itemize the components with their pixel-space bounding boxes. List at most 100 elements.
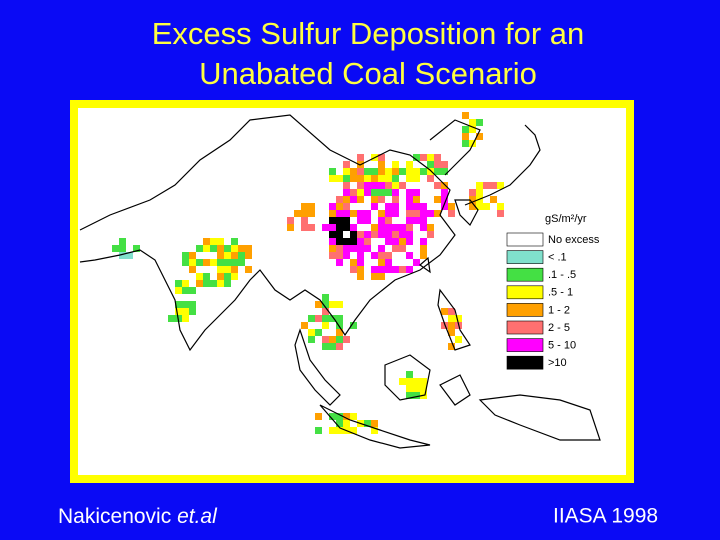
cell — [385, 203, 392, 210]
cell — [406, 168, 413, 175]
cell — [343, 238, 350, 245]
cell — [336, 245, 343, 252]
cell — [189, 252, 196, 259]
cell — [224, 266, 231, 273]
cell — [371, 427, 378, 434]
cell — [378, 196, 385, 203]
cell — [469, 119, 476, 126]
cell — [350, 322, 357, 329]
cell — [392, 238, 399, 245]
cell — [301, 203, 308, 210]
cell — [189, 266, 196, 273]
cell — [329, 301, 336, 308]
cell — [469, 140, 476, 147]
cell — [329, 217, 336, 224]
cell — [420, 378, 427, 385]
cell — [441, 322, 448, 329]
cell — [385, 252, 392, 259]
cell — [336, 217, 343, 224]
cell — [406, 231, 413, 238]
cell — [294, 210, 301, 217]
cell — [378, 273, 385, 280]
cell — [413, 392, 420, 399]
cell — [392, 210, 399, 217]
cell — [301, 217, 308, 224]
cell — [371, 273, 378, 280]
cell — [413, 154, 420, 161]
cell — [441, 308, 448, 315]
cell — [434, 196, 441, 203]
cell — [175, 308, 182, 315]
cell — [455, 336, 462, 343]
cell — [210, 259, 217, 266]
cell — [336, 329, 343, 336]
cell — [406, 203, 413, 210]
cell — [476, 133, 483, 140]
cell — [371, 168, 378, 175]
cell — [336, 175, 343, 182]
cell — [210, 245, 217, 252]
cell — [336, 413, 343, 420]
cell — [189, 259, 196, 266]
cell — [406, 378, 413, 385]
cell — [336, 343, 343, 350]
cell — [406, 210, 413, 217]
cell — [476, 119, 483, 126]
cell — [203, 259, 210, 266]
legend-label: 5 - 10 — [548, 340, 576, 352]
cell — [406, 175, 413, 182]
cell — [217, 280, 224, 287]
cell — [315, 413, 322, 420]
cell — [385, 224, 392, 231]
cell — [378, 217, 385, 224]
cell — [119, 252, 126, 259]
cell — [343, 161, 350, 168]
cell — [182, 280, 189, 287]
cell — [441, 168, 448, 175]
cell — [364, 189, 371, 196]
cell — [189, 287, 196, 294]
cell — [399, 231, 406, 238]
cell — [231, 252, 238, 259]
cell — [476, 182, 483, 189]
cell — [203, 273, 210, 280]
title-line: Excess Sulfur Deposition for an — [152, 16, 585, 51]
cell — [364, 231, 371, 238]
cell — [336, 420, 343, 427]
cell — [434, 161, 441, 168]
cell — [371, 420, 378, 427]
legend-label: >10 — [548, 357, 567, 369]
cell — [322, 322, 329, 329]
cell — [350, 266, 357, 273]
legend-swatch — [506, 267, 544, 282]
cell — [322, 224, 329, 231]
cell — [490, 182, 497, 189]
cell — [322, 315, 329, 322]
cell — [343, 182, 350, 189]
cell — [343, 420, 350, 427]
cell — [357, 189, 364, 196]
cell — [448, 203, 455, 210]
cell — [469, 196, 476, 203]
legend-swatch — [506, 338, 544, 352]
cell — [378, 252, 385, 259]
cell — [336, 231, 343, 238]
cell — [385, 210, 392, 217]
cell — [336, 252, 343, 259]
cell — [350, 259, 357, 266]
cell — [462, 126, 469, 133]
cell — [245, 245, 252, 252]
cell — [182, 315, 189, 322]
cell — [231, 273, 238, 280]
cell — [420, 252, 427, 259]
cell — [119, 245, 126, 252]
cell — [350, 210, 357, 217]
cell — [112, 245, 119, 252]
cell — [350, 413, 357, 420]
cell — [231, 259, 238, 266]
cell — [392, 182, 399, 189]
cell — [378, 168, 385, 175]
cell — [385, 259, 392, 266]
cell — [427, 210, 434, 217]
cell — [343, 217, 350, 224]
